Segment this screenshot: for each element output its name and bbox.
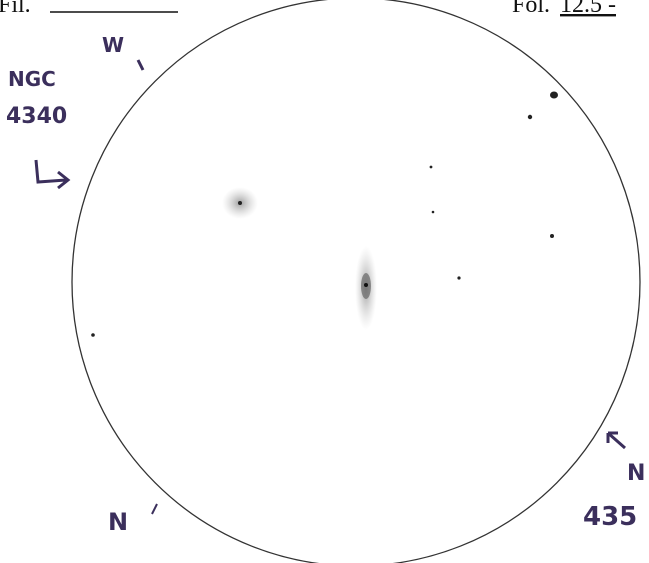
arrow — [34, 159, 71, 190]
north-tick — [151, 503, 158, 515]
stars — [91, 91, 558, 337]
star — [429, 165, 433, 169]
fov-value: 12.5 - — [560, 0, 616, 18]
star — [91, 333, 95, 337]
fov-label: Fol. — [512, 0, 550, 18]
star — [550, 91, 558, 99]
arrow — [606, 431, 626, 450]
ngc-label: NGC — [8, 67, 56, 91]
galaxy-core — [238, 201, 242, 205]
north-right-label: N — [627, 461, 645, 486]
ngc-right-number: 435 — [583, 502, 637, 532]
star — [431, 210, 435, 214]
star — [550, 234, 554, 238]
star — [527, 114, 533, 120]
ngc-number: 4340 — [6, 104, 67, 129]
north-left-label: N — [108, 508, 128, 536]
west-tick — [136, 59, 145, 71]
galaxy-core — [364, 283, 368, 287]
field-of-view — [71, 0, 641, 563]
west-label: W — [102, 33, 124, 57]
star — [457, 276, 461, 280]
filter-label: Fil. — [0, 0, 31, 18]
